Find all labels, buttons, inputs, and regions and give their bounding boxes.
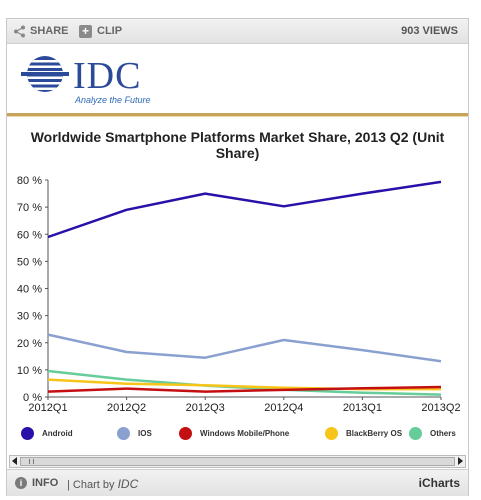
- share-button[interactable]: SHARE: [13, 23, 69, 39]
- grip-icon: [29, 459, 34, 464]
- y-tick-label: 20 %: [17, 338, 42, 350]
- logo-tagline: Analyze the Future: [75, 95, 151, 105]
- share-icon: [14, 25, 25, 37]
- y-tick-label: 50 %: [17, 256, 42, 268]
- legend-label: IOS: [138, 429, 152, 438]
- legend-label: Windows Mobile/Phone: [200, 429, 290, 438]
- legend-item-windows-mobile-phone[interactable]: Windows Mobile/Phone: [179, 427, 289, 440]
- legend-swatch-icon: [117, 427, 130, 440]
- line-chart: 0 % 10 % 20 % 30 % 40 % 50 % 60 % 70 % 80 % 2012Q…: [17, 175, 461, 414]
- clip-label: CLIP: [97, 25, 123, 37]
- idc-globe-logo: [21, 56, 69, 92]
- info-button[interactable]: i INFO: [15, 477, 58, 489]
- icharts-link[interactable]: iCharts: [418, 476, 460, 490]
- legend-label: Android: [42, 429, 73, 438]
- x-tick-label: 2013Q1: [343, 402, 382, 414]
- bottom-toolbar: i INFO | Chart by IDC iCharts: [7, 469, 468, 496]
- share-label: SHARE: [30, 25, 69, 37]
- series-line-windows-mobile-phone[interactable]: [47, 385, 442, 393]
- info-icon: i: [15, 477, 27, 489]
- plus-icon: +: [79, 24, 92, 38]
- chart-by-credit: | Chart by IDC: [67, 477, 138, 491]
- logo-area: IDC Analyze the Future: [7, 44, 468, 114]
- chart-by-brand: IDC: [117, 477, 139, 491]
- x-tick-label: 2013Q2: [421, 402, 460, 414]
- legend-item-android[interactable]: Android: [21, 427, 73, 440]
- legend-swatch-icon: [409, 427, 422, 440]
- legend-item-ios[interactable]: IOS: [117, 427, 152, 440]
- y-tick-label: 40 %: [17, 284, 42, 296]
- legend-swatch-icon: [179, 427, 192, 440]
- divider-gold: [7, 113, 468, 116]
- x-tick-label: 2012Q1: [28, 402, 67, 414]
- chart-widget: SHARE + CLIP 903 VIEWS IDC Analyze the: [6, 18, 469, 496]
- x-tick-label: 2012Q3: [186, 402, 225, 414]
- y-tick-label: 70 %: [17, 202, 42, 214]
- x-tick-label: 2012Q2: [107, 402, 146, 414]
- legend-swatch-icon: [21, 427, 34, 440]
- legend-item-others[interactable]: Others: [409, 427, 456, 440]
- y-tick-label: 60 %: [17, 229, 42, 241]
- series-line-android[interactable]: [47, 180, 442, 239]
- chart-title: Worldwide Smartphone Platforms Market Sh…: [30, 129, 445, 161]
- scroll-thumb[interactable]: [20, 457, 455, 466]
- series-line-ios[interactable]: [47, 333, 442, 363]
- y-tick-label: 80 %: [17, 175, 42, 187]
- chart-legend: Android IOS Windows Mobile/Phone BlackBerry…: [7, 427, 468, 447]
- info-label: INFO: [32, 477, 59, 489]
- clip-button[interactable]: + CLIP: [79, 23, 122, 39]
- scroll-left-icon[interactable]: [12, 457, 17, 465]
- legend-item-blackberry-os[interactable]: BlackBerry OS: [325, 427, 402, 440]
- y-tick-label: 30 %: [17, 311, 42, 323]
- y-tick-label: 0 %: [23, 392, 42, 404]
- horizontal-scrollbar[interactable]: [9, 455, 466, 468]
- legend-swatch-icon: [325, 427, 338, 440]
- chart-by-label: | Chart by: [67, 479, 115, 491]
- logo-text: IDC: [73, 55, 142, 97]
- top-toolbar: SHARE + CLIP 903 VIEWS: [7, 19, 468, 44]
- scroll-right-icon[interactable]: [458, 457, 463, 465]
- legend-label: BlackBerry OS: [346, 429, 403, 438]
- y-tick-label: 10 %: [17, 365, 42, 377]
- views-count: 903 VIEWS: [401, 25, 458, 37]
- x-tick-label: 2012Q4: [264, 402, 303, 414]
- divider-gold-light: [7, 116, 468, 117]
- legend-label: Others: [430, 429, 456, 438]
